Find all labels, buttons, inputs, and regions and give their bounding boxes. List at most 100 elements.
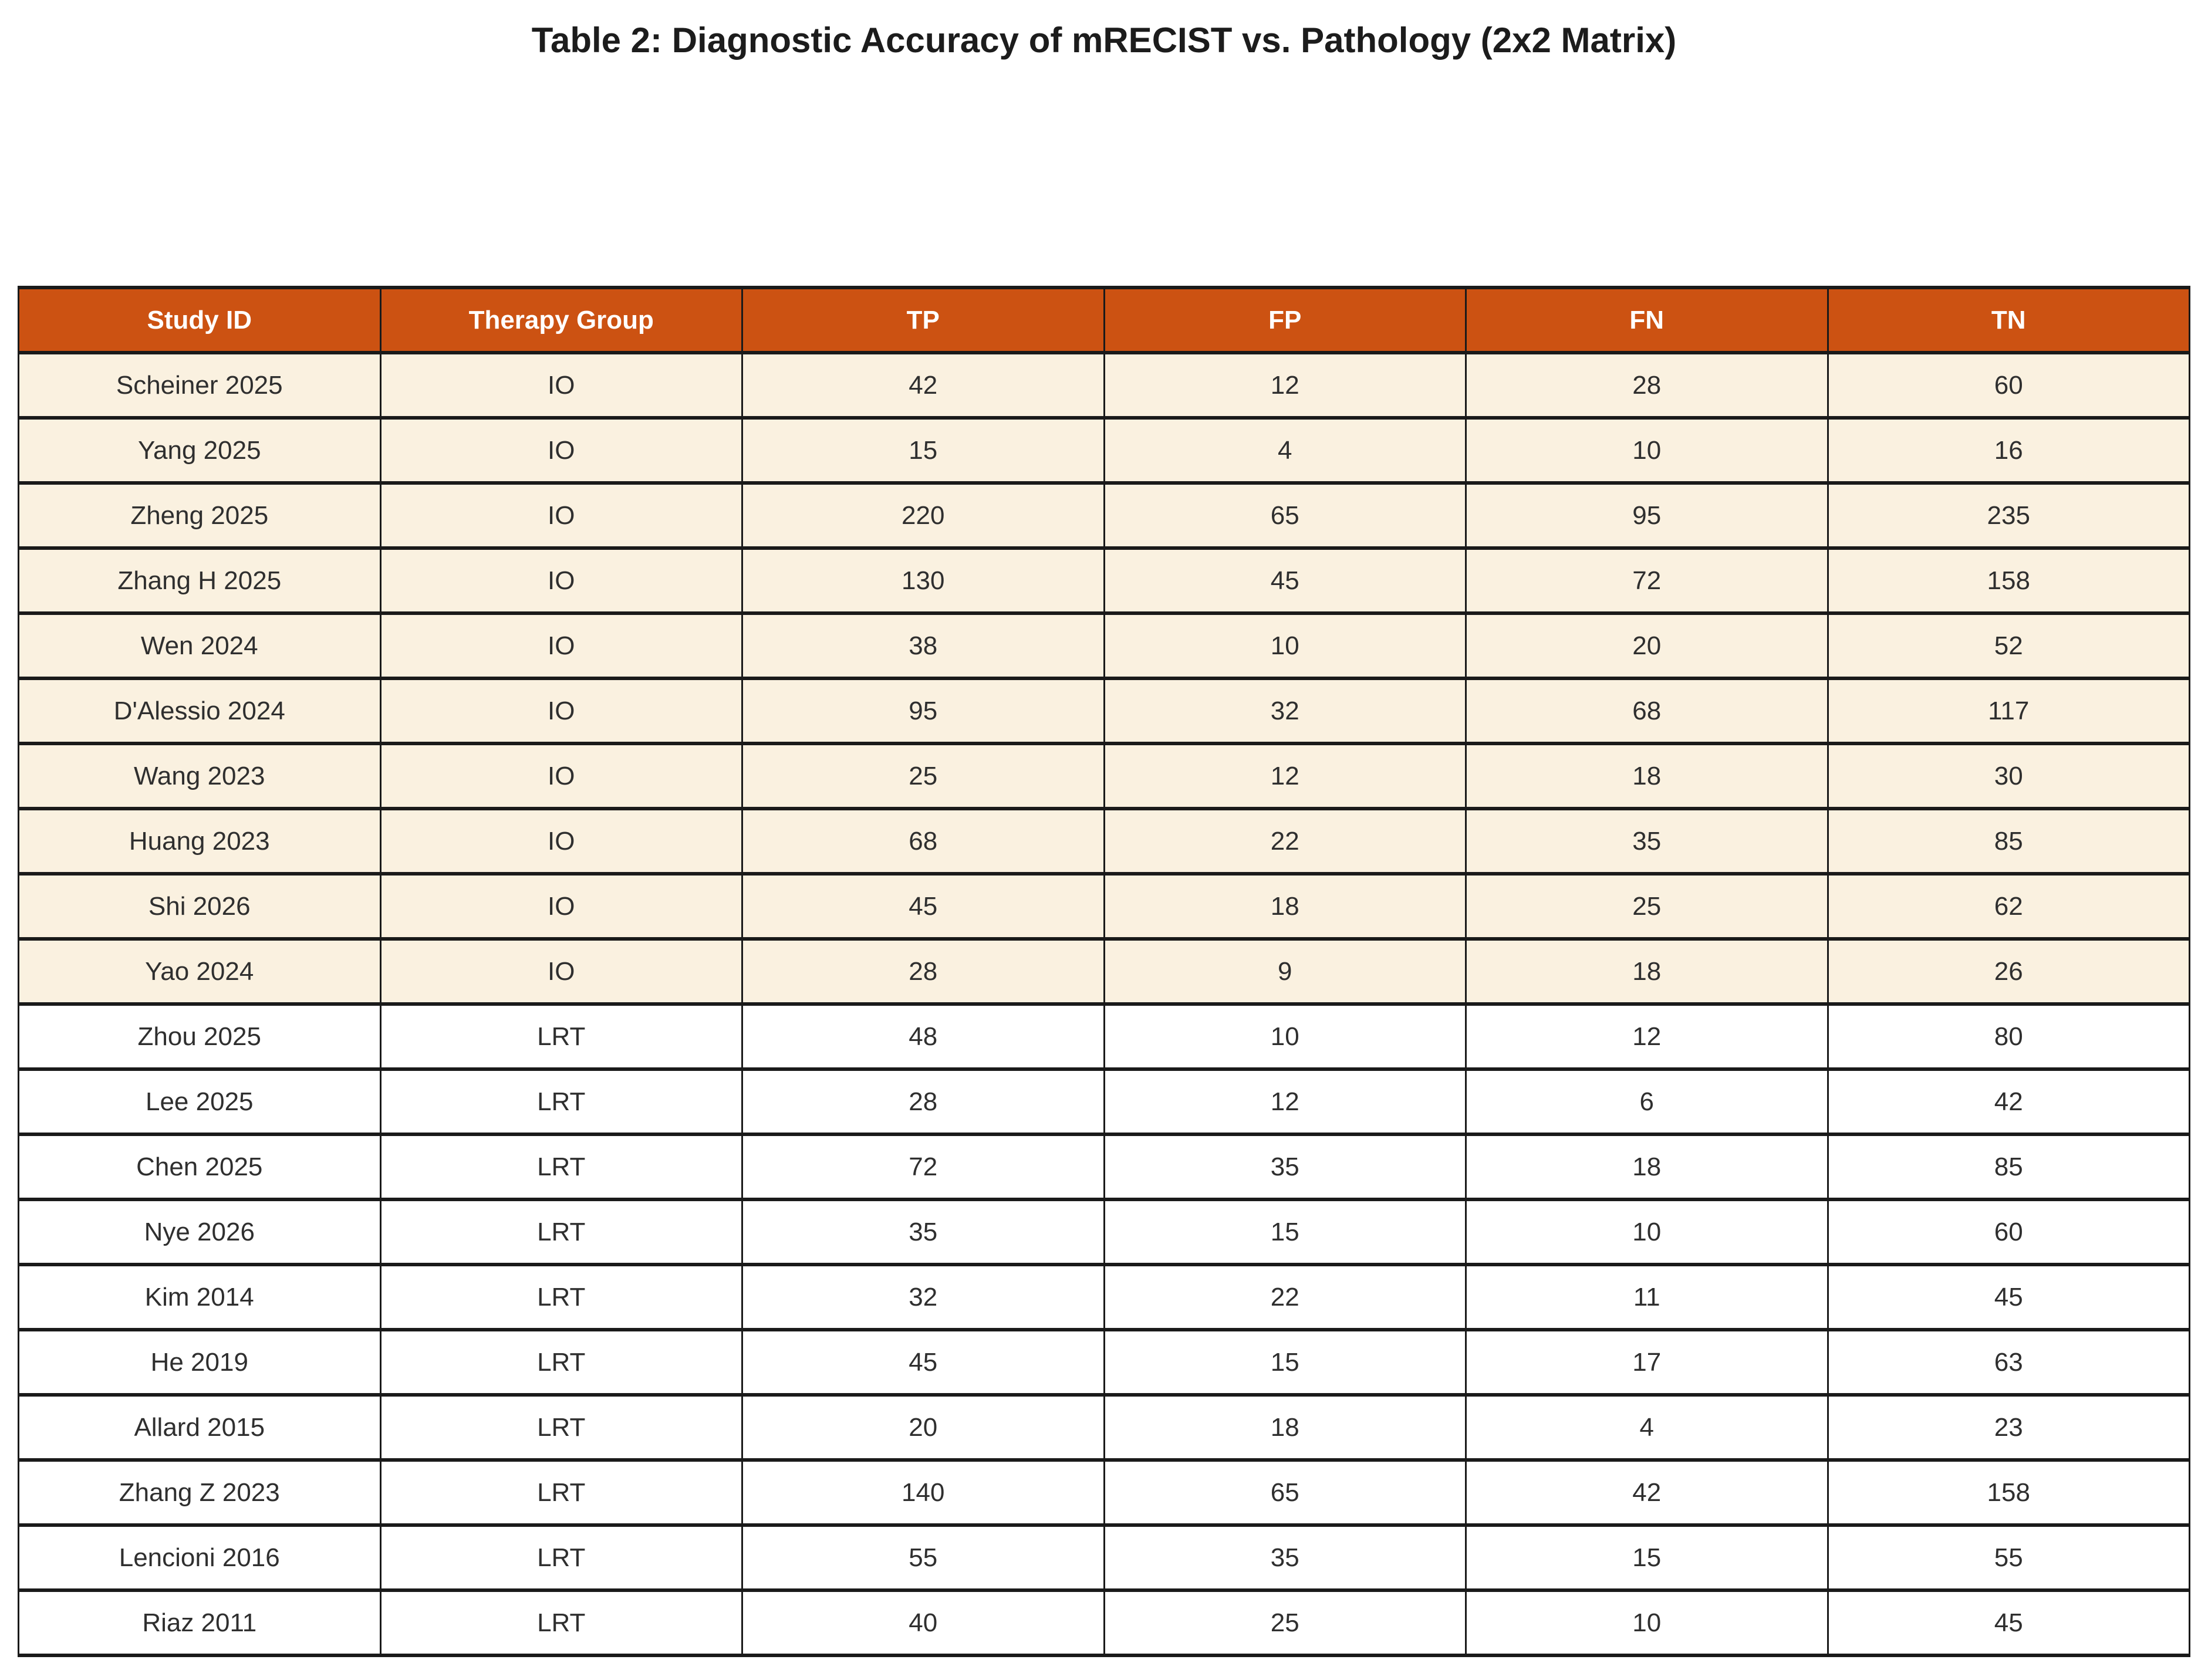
table-cell: 45 <box>741 1328 1105 1397</box>
table-cell: 235 <box>1827 481 2190 550</box>
table-cell: 85 <box>1827 1133 2190 1201</box>
table-cell: LRT <box>379 1458 743 1527</box>
table-cell: 12 <box>1103 742 1467 810</box>
table-cell: IO <box>379 546 743 615</box>
table-cell: 15 <box>741 416 1105 485</box>
table-cell: 60 <box>1827 351 2190 420</box>
table-row: Kim 2014 LRT 32 22 11 45 <box>18 1263 2190 1331</box>
table-cell: 23 <box>1827 1393 2190 1462</box>
table-cell: 18 <box>1465 742 1829 810</box>
table-cell: IO <box>379 351 743 420</box>
table-row: Scheiner 2025 IO 42 12 28 60 <box>18 351 2190 420</box>
table-cell: 18 <box>1103 1393 1467 1462</box>
table-cell: 15 <box>1103 1198 1467 1266</box>
table-cell: 11 <box>1465 1263 1829 1331</box>
table-header: Study ID Therapy Group TP FP FN TN <box>18 286 2190 354</box>
table-cell: 20 <box>741 1393 1105 1462</box>
table-row: Zhang Z 2023 LRT 140 65 42 158 <box>18 1458 2190 1527</box>
table-cell: 18 <box>1465 937 1829 1006</box>
table-cell: 12 <box>1103 351 1467 420</box>
table-cell: 52 <box>1827 611 2190 680</box>
table-cell: LRT <box>379 1133 743 1201</box>
column-header-study-id: Study ID <box>18 286 381 354</box>
table-cell: 12 <box>1465 1002 1829 1071</box>
table-cell: 60 <box>1827 1198 2190 1266</box>
table-cell: 28 <box>741 937 1105 1006</box>
column-header-fn: FN <box>1465 286 1829 354</box>
table-cell: 72 <box>741 1133 1105 1201</box>
table-cell: 9 <box>1103 937 1467 1006</box>
table-cell: 32 <box>1103 677 1467 745</box>
table-cell: 22 <box>1103 807 1467 876</box>
column-header-tn: TN <box>1827 286 2190 354</box>
table-cell: 28 <box>1465 351 1829 420</box>
table-row: Zhang H 2025 IO 130 45 72 158 <box>18 546 2190 615</box>
table-cell: LRT <box>379 1523 743 1592</box>
table-cell: 158 <box>1827 1458 2190 1527</box>
table-cell: 18 <box>1465 1133 1829 1201</box>
table-row: Huang 2023 IO 68 22 35 85 <box>18 807 2190 876</box>
column-header-fp: FP <box>1103 286 1467 354</box>
table-cell: 117 <box>1827 677 2190 745</box>
table-row: Lencioni 2016 LRT 55 35 15 55 <box>18 1523 2190 1592</box>
table-cell: 80 <box>1827 1002 2190 1071</box>
table-cell: 55 <box>741 1523 1105 1592</box>
column-header-tp: TP <box>741 286 1105 354</box>
table-cell: 45 <box>1827 1263 2190 1331</box>
table-cell: 10 <box>1465 1198 1829 1266</box>
table-cell: Zhang Z 2023 <box>18 1458 381 1527</box>
table-row: Lee 2025 LRT 28 12 6 42 <box>18 1067 2190 1136</box>
table-cell: 40 <box>741 1588 1105 1657</box>
table-cell: 35 <box>1103 1133 1467 1201</box>
table-cell: LRT <box>379 1328 743 1397</box>
table-cell: LRT <box>379 1002 743 1071</box>
table-body: Scheiner 2025 IO 42 12 28 60 Yang 2025 IO 15 4 10 1… <box>18 351 2190 1657</box>
table-cell: 28 <box>741 1067 1105 1136</box>
table-cell: 10 <box>1103 611 1467 680</box>
table-cell: LRT <box>379 1393 743 1462</box>
table-cell: 10 <box>1465 416 1829 485</box>
table-cell: 18 <box>1103 872 1467 941</box>
table-cell: 45 <box>1103 546 1467 615</box>
table-cell: Yang 2025 <box>18 416 381 485</box>
table-cell: 15 <box>1465 1523 1829 1592</box>
table-cell: 95 <box>741 677 1105 745</box>
table-cell: 65 <box>1103 1458 1467 1527</box>
table-row: Allard 2015 LRT 20 18 4 23 <box>18 1393 2190 1462</box>
table-cell: Allard 2015 <box>18 1393 381 1462</box>
table-cell: 32 <box>741 1263 1105 1331</box>
table-cell: Scheiner 2025 <box>18 351 381 420</box>
table-cell: He 2019 <box>18 1328 381 1397</box>
table-cell: 25 <box>1103 1588 1467 1657</box>
table-cell: 140 <box>741 1458 1105 1527</box>
table-row: Riaz 2011 LRT 40 25 10 45 <box>18 1588 2190 1657</box>
table-cell: 38 <box>741 611 1105 680</box>
table-cell: Chen 2025 <box>18 1133 381 1201</box>
table-cell: 6 <box>1465 1067 1829 1136</box>
table-cell: Wang 2023 <box>18 742 381 810</box>
table-cell: Nye 2026 <box>18 1198 381 1266</box>
table-header-row: Study ID Therapy Group TP FP FN TN <box>18 286 2190 354</box>
table-cell: LRT <box>379 1198 743 1266</box>
table-cell: 85 <box>1827 807 2190 876</box>
table-row: Wen 2024 IO 38 10 20 52 <box>18 611 2190 680</box>
table-cell: 42 <box>741 351 1105 420</box>
table-row: He 2019 LRT 45 15 17 63 <box>18 1328 2190 1397</box>
table-cell: 63 <box>1827 1328 2190 1397</box>
page-title: Table 2: Diagnostic Accuracy of mRECIST … <box>531 21 1677 60</box>
table-cell: 68 <box>1465 677 1829 745</box>
table-cell: Huang 2023 <box>18 807 381 876</box>
table-cell: Lencioni 2016 <box>18 1523 381 1592</box>
table-cell: Lee 2025 <box>18 1067 381 1136</box>
table-cell: 22 <box>1103 1263 1467 1331</box>
table-cell: 25 <box>1465 872 1829 941</box>
table-cell: 4 <box>1103 416 1467 485</box>
table-cell: LRT <box>379 1263 743 1331</box>
table-cell: 48 <box>741 1002 1105 1071</box>
table-cell: 62 <box>1827 872 2190 941</box>
table-row: Zheng 2025 IO 220 65 95 235 <box>18 481 2190 550</box>
table-cell: 42 <box>1827 1067 2190 1136</box>
table-cell: LRT <box>379 1067 743 1136</box>
diagnostic-accuracy-table: Study ID Therapy Group TP FP FN TN Scheiner 2… <box>18 286 2190 1657</box>
table-cell: Kim 2014 <box>18 1263 381 1331</box>
